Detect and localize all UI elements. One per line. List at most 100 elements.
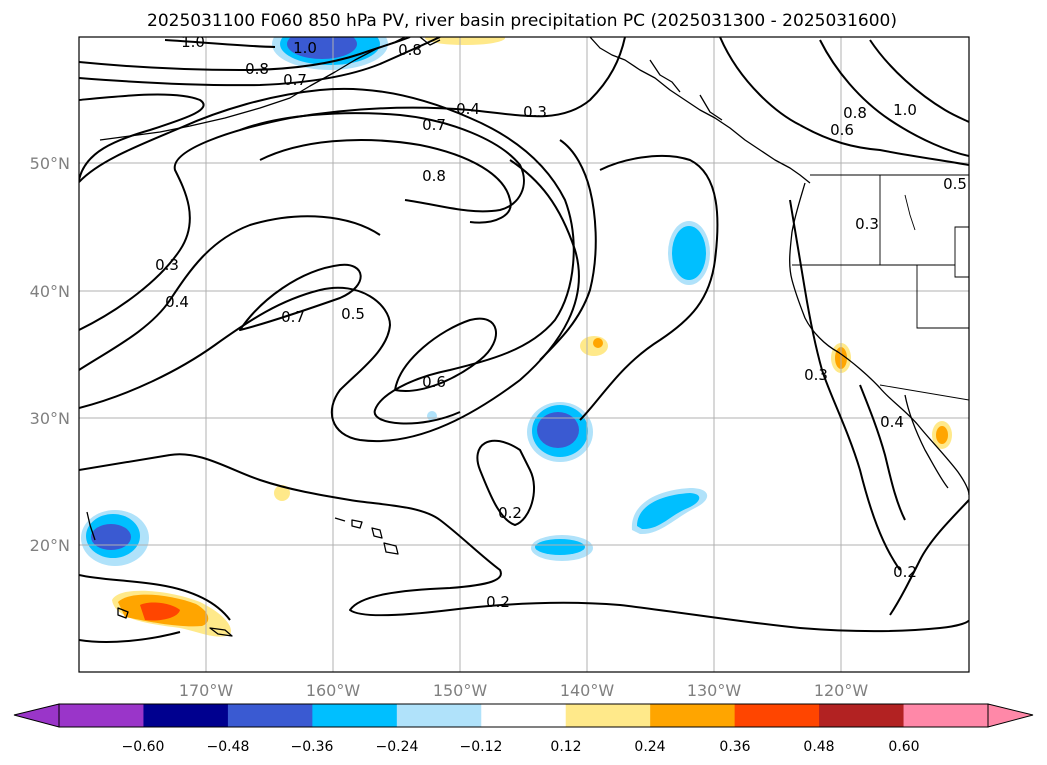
colorbar-cell <box>565 704 651 727</box>
colorbar-cell <box>143 704 229 727</box>
contour-0.3-east <box>789 199 901 571</box>
anomaly-blue-dateline <box>81 510 149 566</box>
colorbar-frame <box>58 703 989 728</box>
colorbar-cell <box>481 704 567 727</box>
colorbar-tick-label: −0.48 <box>207 739 250 755</box>
colorbar-tick-label: 0.12 <box>550 739 581 755</box>
contour-0.2-central <box>476 439 535 526</box>
contour-0.6-outer <box>79 93 205 181</box>
contour-0.7-inner <box>239 112 525 213</box>
contour-label: 0.6 <box>830 121 854 139</box>
contour-label: 0.3 <box>855 215 879 233</box>
colorbar-cell <box>734 704 820 727</box>
contour-0.2-lower <box>79 631 181 644</box>
contour-label: 0.8 <box>422 167 446 185</box>
contour-0.3-wrap <box>79 37 626 331</box>
contour-0.3-southwest <box>79 574 231 621</box>
contour-0.4-east <box>859 384 906 521</box>
contour-0.5-east <box>799 124 969 166</box>
colorbar-tick-label: −0.24 <box>376 739 419 755</box>
contour-0.8-top <box>79 37 411 71</box>
colorbar-cell <box>59 704 144 727</box>
contour-label: 1.0 <box>293 39 317 57</box>
contour-label: 0.4 <box>165 293 189 311</box>
political-borders <box>792 174 969 401</box>
contour-0.8-east <box>819 39 969 157</box>
contour-label: 1.0 <box>893 101 917 119</box>
colorbar-tick-label: −0.60 <box>122 739 165 755</box>
longitude-labels: 170°W 160°W 150°W 140°W 130°W 120°W <box>179 681 869 700</box>
map-frame <box>78 36 970 673</box>
lat-label-30n: 30°N <box>30 409 70 428</box>
contour-0.2-se <box>889 499 969 616</box>
contour-label: 1.0 <box>181 33 205 51</box>
lat-label-20n: 20°N <box>30 536 70 555</box>
contour-0.7-top <box>79 37 441 87</box>
map-panel: 1.0 1.0 0.8 0.7 0.8 0.4 0.3 0.7 0.8 0.8 … <box>78 33 970 673</box>
contour-label: 0.3 <box>523 103 547 121</box>
colorbar: −0.60 −0.48 −0.36 −0.24 −0.12 0.12 0.24 … <box>13 703 1034 755</box>
contour-label: 0.8 <box>398 41 422 59</box>
colorbar-cells <box>59 704 989 727</box>
map-background <box>79 37 969 672</box>
contour-label: 0.7 <box>281 308 305 326</box>
contour-label: 0.8 <box>245 60 269 78</box>
colorbar-cell <box>312 704 398 727</box>
lat-label-50n: 50°N <box>30 154 70 173</box>
colorbar-cell <box>819 704 905 727</box>
colorbar-extend-right <box>987 703 1034 728</box>
contour-0.7-lobe <box>239 263 362 331</box>
colorbar-tick-label: 0.60 <box>888 739 919 755</box>
contour-0.2-south <box>79 453 969 632</box>
contour-0.3-center-loop <box>539 139 597 361</box>
anomaly-orange-15n <box>112 590 231 637</box>
anomaly-blue-29n <box>527 402 593 462</box>
contour-label: 0.3 <box>155 256 179 274</box>
lon-label-150w: 150°W <box>433 681 488 700</box>
latitude-labels: 50°N 40°N 30°N 20°N <box>30 154 70 555</box>
contour-label: 0.7 <box>283 71 307 89</box>
colorbar-extend-left <box>13 703 60 728</box>
colorbar-cell <box>227 704 313 727</box>
contour-label: 0.8 <box>843 104 867 122</box>
contour-label: 0.4 <box>880 413 904 431</box>
lon-label-170w: 170°W <box>179 681 234 700</box>
shaded-anomalies <box>81 37 952 637</box>
contour-label: 0.2 <box>893 563 917 581</box>
contour-label: 0.7 <box>422 116 446 134</box>
colorbar-tick-label: 0.36 <box>719 739 750 755</box>
colorbar-tick-label: −0.12 <box>460 739 503 755</box>
lon-label-120w: 120°W <box>814 681 869 700</box>
contour-1.0-east <box>869 39 969 123</box>
colorbar-tick-label: 0.24 <box>634 739 665 755</box>
contour-label: 0.2 <box>486 593 510 611</box>
colorbar-cell <box>650 704 736 727</box>
contour-1.0-top <box>164 39 276 48</box>
contour-label: 0.6 <box>422 373 446 391</box>
contour-label: 0.2 <box>498 504 522 522</box>
colorbar-ticks: −0.60 −0.48 −0.36 −0.24 −0.12 0.12 0.24 … <box>122 739 920 755</box>
contour-0.6-central <box>394 317 497 392</box>
lon-label-160w: 160°W <box>306 681 361 700</box>
lat-label-40n: 40°N <box>30 282 70 301</box>
contour-label: 0.5 <box>943 175 967 193</box>
anomaly-alaska-top <box>272 37 505 70</box>
contour-label: 0.4 <box>456 100 480 118</box>
anomaly-blue-20n <box>531 535 593 561</box>
colorbar-cell <box>903 704 989 727</box>
contour-0.4-west <box>79 215 381 371</box>
colorbar-tick-label: 0.48 <box>803 739 834 755</box>
lon-label-140w: 140°W <box>560 681 615 700</box>
contour-0.4-main <box>79 87 575 425</box>
contour-label: 0.5 <box>341 305 365 323</box>
contour-labels: 1.0 1.0 0.8 0.7 0.8 0.4 0.3 0.7 0.8 0.8 … <box>155 33 967 611</box>
colorbar-tick-label: −0.36 <box>291 739 334 755</box>
pv-contours <box>79 37 969 644</box>
contour-0.5-west <box>79 159 580 443</box>
contour-0.8-inner <box>259 139 512 224</box>
map-title: 2025031100 F060 850 hPa PV, river basin … <box>147 11 897 31</box>
anomaly-small-yellow <box>274 336 952 501</box>
anomaly-blue-23n <box>631 488 708 535</box>
contour-0.3-central <box>579 154 719 421</box>
